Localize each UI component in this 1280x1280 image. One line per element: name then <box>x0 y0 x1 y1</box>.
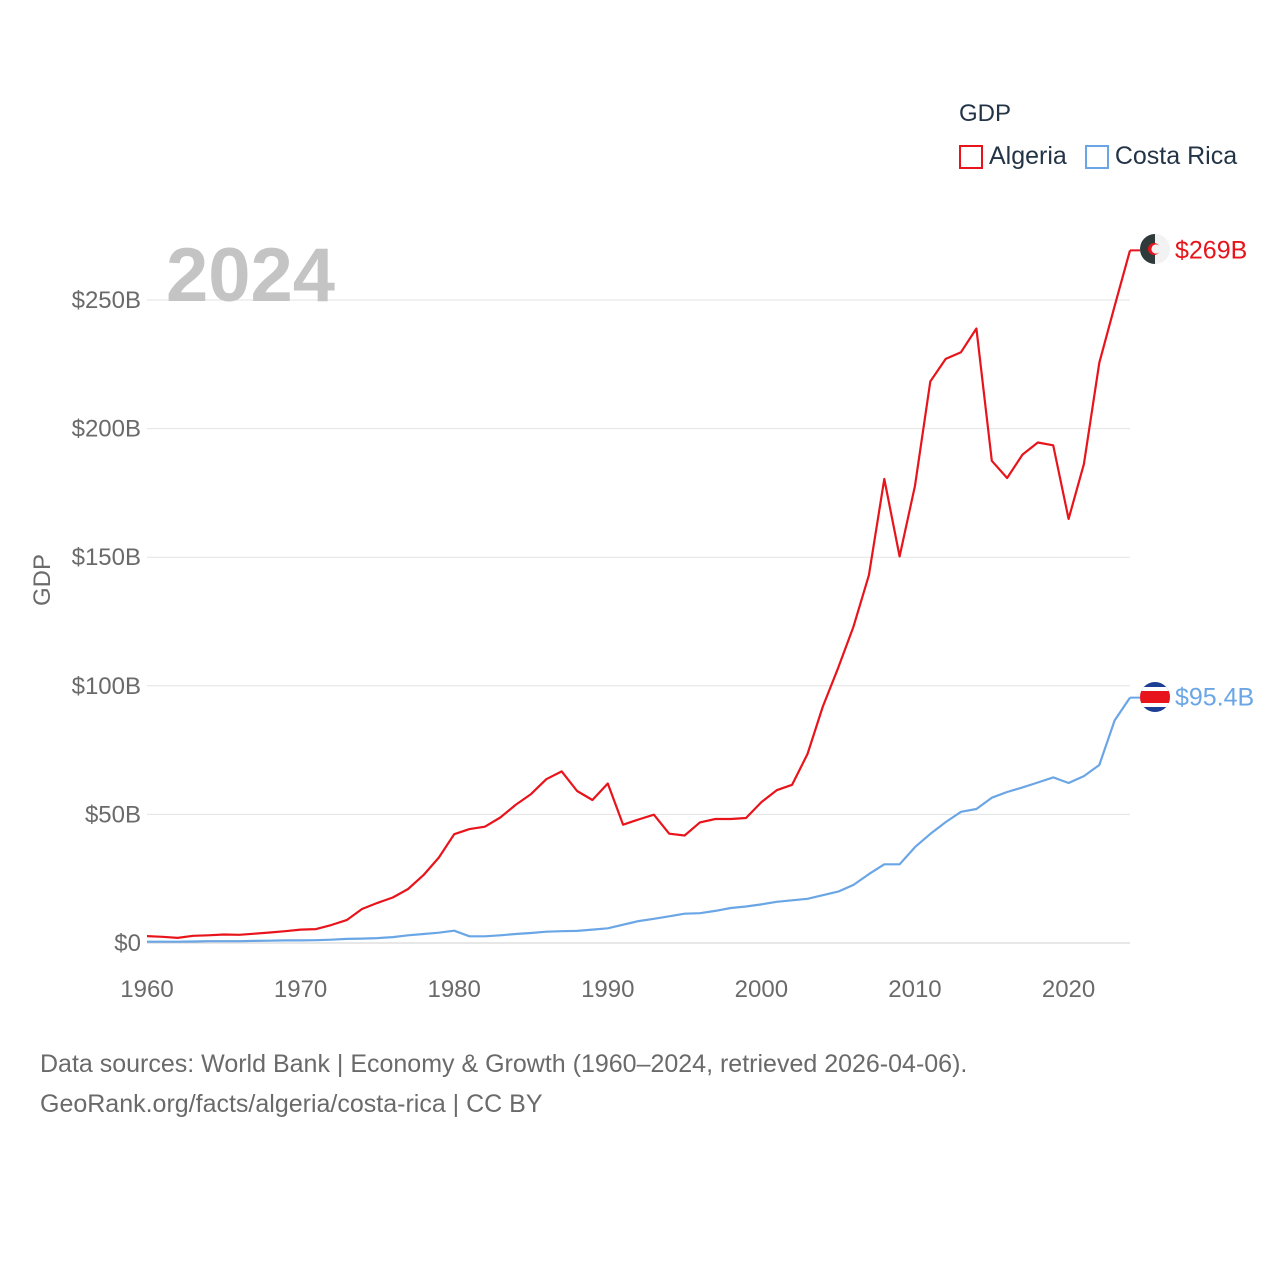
legend-swatch-algeria <box>959 144 983 169</box>
series-line-algeria <box>146 250 1132 940</box>
legend-label-algeria: Algeria <box>989 142 1067 170</box>
legend: Algeria Costa Rica <box>959 142 1255 171</box>
footer-link[interactable]: GeoRank.org/facts/algeria/costa-rica | C… <box>40 1090 543 1118</box>
y-tick-label: $100B <box>72 673 141 700</box>
legend-item-costa-rica[interactable]: Costa Rica <box>1084 142 1238 171</box>
x-tick-label: 1990 <box>581 976 634 1003</box>
x-tick-label: 2020 <box>1042 976 1095 1003</box>
end-label-costa-rica: $95.4B <box>1175 684 1254 712</box>
x-tick-label: 1970 <box>274 976 327 1003</box>
y-axis-label: GDP <box>29 554 56 606</box>
legend-swatch-costa-rica <box>1084 144 1109 169</box>
gridlines <box>147 299 1130 944</box>
x-tick-label: 2010 <box>888 976 941 1003</box>
footer: Data sources: World Bank | Economy & Gro… <box>40 1044 967 1124</box>
x-tick-label: 1960 <box>120 976 173 1003</box>
series-layer <box>146 249 1140 943</box>
x-axis-tick-labels: 1960 1970 1980 1990 2000 2010 2020 <box>120 976 1095 1003</box>
end-label-algeria: $269B <box>1175 236 1247 264</box>
legend-title: GDP <box>959 100 1012 127</box>
y-axis-tick-labels: $0 $50B $100B $150B $200B $250B <box>72 287 141 957</box>
x-tick-label: 1980 <box>427 976 480 1003</box>
x-tick-label: 2000 <box>735 976 788 1003</box>
series-line-costa-rica <box>147 696 1131 943</box>
year-label: 2024 <box>166 233 336 318</box>
legend-item-algeria[interactable]: Algeria <box>959 142 1067 171</box>
footer-sources: Data sources: World Bank | Economy & Gro… <box>40 1050 968 1078</box>
costa-rica-flag-icon <box>1140 682 1170 712</box>
algeria-flag-icon <box>1140 234 1170 264</box>
y-tick-label: $0 <box>114 930 141 957</box>
y-tick-label: $150B <box>72 544 141 571</box>
y-tick-label: $250B <box>72 287 141 314</box>
legend-label-costa-rica: Costa Rica <box>1114 142 1238 170</box>
y-tick-label: $50B <box>85 801 141 828</box>
end-labels: $269B $95.4B <box>1175 236 1254 711</box>
y-tick-label: $200B <box>72 416 141 443</box>
